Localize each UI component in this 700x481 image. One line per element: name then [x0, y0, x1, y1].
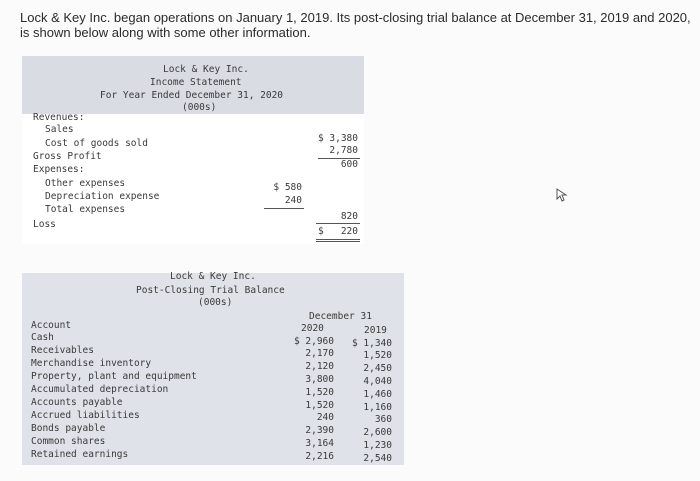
tb-value-2020: 1,520 [305, 387, 334, 398]
is-total-expenses-rule [316, 223, 360, 224]
tb-account: Common shares [31, 436, 106, 447]
is-loss-double-rule-2 [316, 241, 360, 242]
is-depreciation-label: Depreciation expense [45, 191, 160, 202]
is-cogs-rule [318, 158, 360, 159]
tb-value-2019: 1,460 [363, 389, 392, 400]
is-revenues-label: Revenues: [33, 112, 85, 123]
is-total-expenses-label: Total expenses [45, 204, 126, 215]
tb-value-2020: 2,390 [305, 425, 334, 436]
is-sales-label: Sales [45, 124, 74, 135]
intro-text: Lock & Key Inc. began operations on Janu… [20, 10, 695, 40]
tb-account: Property, plant and equipment [31, 371, 197, 382]
intro-line-1: Lock & Key Inc. began operations on Janu… [20, 10, 691, 25]
is-expenses-label: Expenses: [33, 164, 85, 175]
tb-units: (000s) [198, 297, 233, 308]
is-sales-value: $ 3,380 [317, 133, 358, 144]
is-depreciation-value: 240 [284, 195, 302, 206]
mouse-cursor-icon [556, 188, 568, 202]
tb-value-2019: 360 [374, 414, 392, 425]
is-other-expenses-label: Other expenses [45, 178, 126, 189]
is-company-name: Lock & Key Inc. [163, 64, 249, 75]
tb-period-label: December 31 [309, 311, 372, 322]
is-loss-dollar: $ [318, 226, 324, 237]
is-gross-profit-label: Gross Profit [33, 151, 102, 162]
income-statement-header [22, 56, 364, 114]
tb-value-2020: 3,164 [305, 438, 334, 449]
tb-account-col-label: Account [31, 320, 72, 331]
tb-value-2019: 1,230 [363, 440, 392, 451]
tb-value-2019: $ 1,340 [351, 338, 392, 349]
tb-value-2019: 2,600 [363, 427, 392, 438]
is-title: Income Statement [150, 77, 242, 88]
tb-company-name: Lock & Key Inc. [170, 271, 256, 282]
tb-account: Accumulated depreciation [31, 384, 169, 395]
is-gross-profit-value: 600 [340, 159, 358, 170]
tb-value-2020: 2,216 [305, 451, 334, 462]
trial-balance-panel [22, 273, 404, 465]
is-cogs-label: Cost of goods sold [45, 138, 148, 149]
income-statement-panel [22, 56, 364, 244]
is-depreciation-rule [264, 208, 304, 209]
tb-account: Receivables [31, 345, 94, 356]
tb-account: Merchandise inventory [31, 358, 152, 369]
tb-account: Retained earnings [31, 449, 129, 460]
is-loss-double-rule-1 [316, 239, 360, 240]
tb-value-2019: 2,450 [363, 363, 392, 374]
tb-value-2020: 1,520 [305, 400, 334, 411]
tb-year-2019: 2019 [364, 325, 387, 336]
tb-title: Post-Closing Trial Balance [136, 285, 285, 296]
intro-line-2: is shown below along with some other inf… [20, 25, 311, 40]
tb-account: Bonds payable [31, 423, 106, 434]
is-cogs-value: 2,780 [329, 145, 358, 156]
is-units: (000s) [182, 102, 217, 113]
trial-balance-header [22, 273, 404, 465]
is-loss-value: 220 [340, 226, 358, 237]
tb-account: Accounts payable [31, 397, 123, 408]
is-total-expenses-value: 820 [340, 211, 358, 222]
tb-value-2019: 4,040 [363, 376, 392, 387]
tb-value-2020: $ 2,960 [293, 336, 334, 347]
tb-value-2019: 1,520 [363, 350, 392, 361]
tb-value-2019: 2,540 [363, 453, 392, 464]
is-other-expenses-value: $ 580 [273, 182, 302, 193]
tb-account: Accrued liabilities [31, 410, 140, 421]
tb-value-2020: 240 [316, 412, 334, 423]
tb-value-2020: 3,800 [305, 374, 334, 385]
tb-value-2020: 2,120 [305, 361, 334, 372]
tb-value-2020: 2,170 [305, 348, 334, 359]
tb-year-2020: 2020 [301, 323, 324, 334]
tb-account: Cash [31, 332, 54, 343]
is-period: For Year Ended December 31, 2020 [100, 90, 284, 101]
tb-value-2019: 1,160 [363, 402, 392, 413]
is-loss-label: Loss [33, 219, 56, 230]
